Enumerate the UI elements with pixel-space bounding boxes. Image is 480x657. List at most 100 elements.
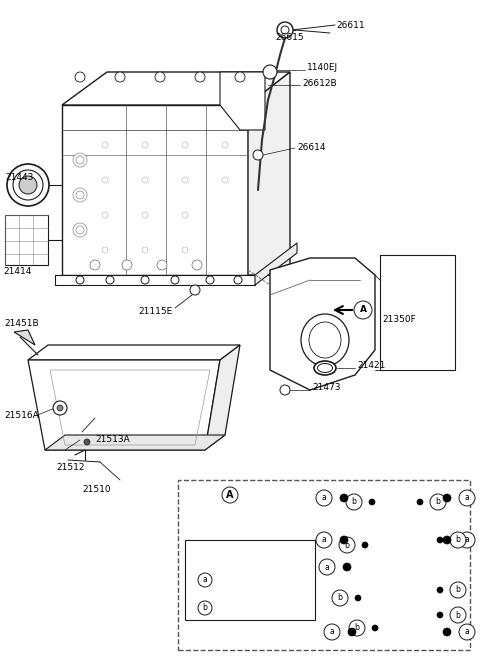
Text: A: A	[226, 490, 234, 500]
Polygon shape	[205, 345, 240, 450]
Text: 1140EJ: 1140EJ	[307, 64, 338, 72]
Text: b: b	[345, 541, 349, 549]
Circle shape	[234, 276, 242, 284]
Polygon shape	[430, 535, 448, 560]
Circle shape	[206, 276, 214, 284]
Circle shape	[332, 590, 348, 606]
Circle shape	[76, 191, 84, 199]
Text: 21512: 21512	[56, 463, 84, 472]
Circle shape	[57, 405, 63, 411]
Ellipse shape	[309, 322, 341, 358]
Circle shape	[222, 177, 228, 183]
Circle shape	[190, 285, 200, 295]
Circle shape	[102, 247, 108, 253]
Circle shape	[443, 494, 451, 502]
Circle shape	[182, 142, 188, 148]
Text: 26611: 26611	[336, 20, 365, 30]
Polygon shape	[255, 243, 297, 285]
Text: a: a	[465, 493, 469, 503]
Ellipse shape	[314, 361, 336, 375]
Circle shape	[437, 587, 443, 593]
Circle shape	[75, 72, 85, 82]
Text: a: a	[465, 535, 469, 545]
Bar	[80, 423, 102, 435]
Text: a: a	[324, 562, 329, 572]
Circle shape	[355, 595, 361, 601]
Text: 21414: 21414	[3, 267, 31, 275]
Circle shape	[316, 490, 332, 506]
Circle shape	[459, 490, 475, 506]
Circle shape	[73, 188, 87, 202]
Ellipse shape	[368, 551, 422, 609]
Text: b: b	[351, 497, 357, 507]
Circle shape	[437, 612, 443, 618]
Bar	[185, 540, 315, 620]
Text: 21421: 21421	[357, 361, 385, 371]
Circle shape	[343, 563, 351, 571]
Circle shape	[182, 177, 188, 183]
Polygon shape	[62, 105, 248, 275]
Circle shape	[450, 582, 466, 598]
Circle shape	[349, 620, 365, 636]
Circle shape	[340, 494, 348, 502]
Circle shape	[324, 624, 340, 640]
Text: b: b	[456, 585, 460, 595]
Text: b: b	[337, 593, 342, 602]
Circle shape	[437, 537, 443, 543]
Circle shape	[195, 72, 205, 82]
Circle shape	[102, 212, 108, 218]
Ellipse shape	[19, 176, 37, 194]
Circle shape	[142, 177, 148, 183]
Circle shape	[53, 401, 67, 415]
Circle shape	[280, 385, 290, 395]
Ellipse shape	[13, 170, 43, 200]
Polygon shape	[55, 275, 255, 285]
Circle shape	[142, 212, 148, 218]
Circle shape	[339, 537, 355, 553]
Text: a: a	[203, 576, 207, 585]
Circle shape	[253, 150, 263, 160]
Text: VIEW: VIEW	[188, 489, 223, 501]
Circle shape	[142, 142, 148, 148]
Text: b: b	[435, 497, 441, 507]
Text: 26612B: 26612B	[302, 78, 336, 87]
Circle shape	[340, 536, 348, 544]
Text: 21510: 21510	[82, 486, 110, 495]
Text: 1140ER: 1140ER	[260, 604, 290, 612]
Circle shape	[372, 625, 378, 631]
Circle shape	[348, 628, 356, 636]
Circle shape	[122, 260, 132, 270]
Polygon shape	[248, 72, 290, 275]
Circle shape	[263, 65, 277, 79]
Circle shape	[235, 72, 245, 82]
Circle shape	[417, 499, 423, 505]
Ellipse shape	[376, 560, 414, 600]
Circle shape	[84, 439, 90, 445]
Text: A: A	[360, 306, 367, 315]
Circle shape	[155, 72, 165, 82]
Circle shape	[76, 156, 84, 164]
Polygon shape	[28, 345, 240, 360]
Circle shape	[362, 542, 368, 548]
Circle shape	[430, 494, 446, 510]
Circle shape	[450, 532, 466, 548]
Circle shape	[102, 177, 108, 183]
Circle shape	[198, 601, 212, 615]
Circle shape	[450, 607, 466, 623]
Polygon shape	[270, 258, 375, 390]
Circle shape	[443, 628, 451, 636]
Text: b: b	[203, 604, 207, 612]
Text: a: a	[322, 535, 326, 545]
Text: 26614: 26614	[297, 143, 325, 152]
Circle shape	[157, 260, 167, 270]
Circle shape	[106, 276, 114, 284]
Circle shape	[141, 276, 149, 284]
Circle shape	[76, 226, 84, 234]
Polygon shape	[62, 72, 290, 105]
Circle shape	[90, 260, 100, 270]
Circle shape	[222, 142, 228, 148]
Circle shape	[281, 26, 289, 34]
Circle shape	[171, 276, 179, 284]
Text: 21473: 21473	[312, 384, 340, 392]
Text: b: b	[456, 535, 460, 545]
